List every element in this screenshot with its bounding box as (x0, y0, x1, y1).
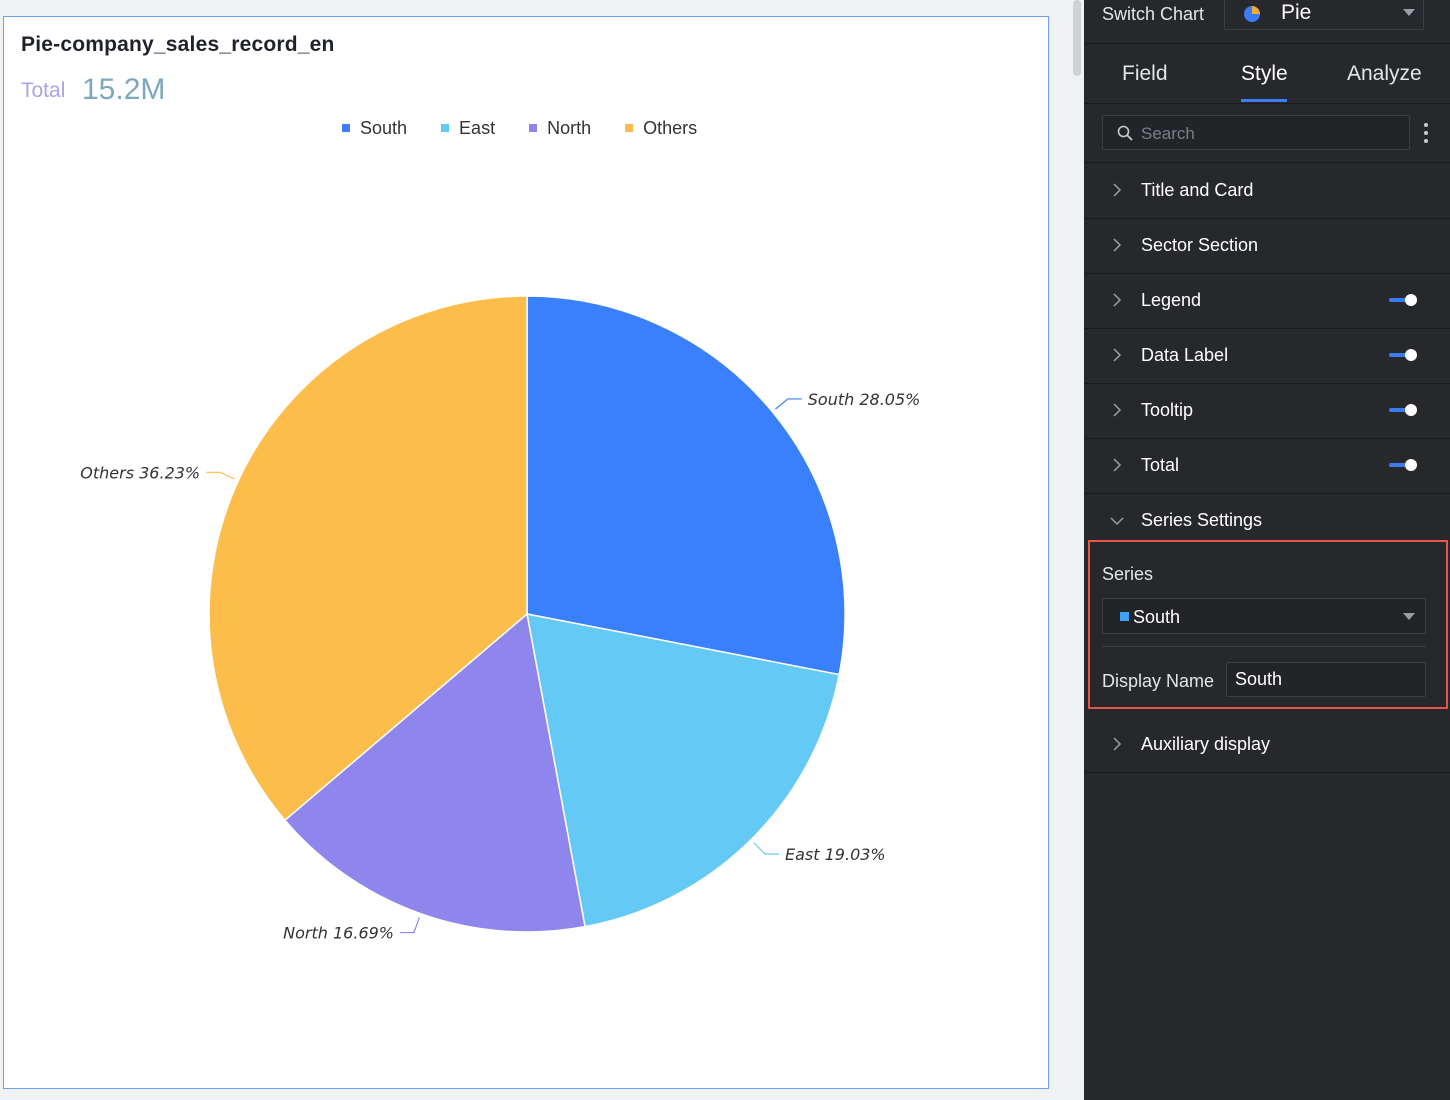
section-data-label[interactable]: Data Label (1084, 328, 1450, 384)
toggle-knob (1405, 459, 1417, 471)
canvas-scrollbar-thumb[interactable] (1073, 0, 1081, 76)
legend-item-south[interactable]: South (342, 117, 407, 139)
series-color-swatch (1120, 612, 1129, 621)
section-label: Tooltip (1141, 400, 1194, 420)
pie-chart: South 28.05% East 19.03% North 16.69% Other… (80, 295, 921, 943)
legend-label: East (459, 117, 496, 138)
style-panel: Switch Chart Pie Field Style Analyze Tit… (1084, 0, 1450, 1100)
label-leader-line (206, 471, 235, 480)
caret-down-icon (1403, 613, 1415, 620)
section-label: Data Label (1141, 345, 1229, 365)
series-settings-box: Series South Display Name (1088, 540, 1448, 709)
search-input[interactable] (1139, 120, 1393, 147)
chart-title: Pie-company_sales_record_en (21, 33, 335, 56)
panel-tabs: Field Style Analyze (1084, 44, 1450, 104)
toggle-track (1389, 353, 1415, 357)
section-label: Sector Section (1141, 235, 1259, 255)
chevron-right-icon (1113, 348, 1122, 362)
display-name-input[interactable] (1226, 662, 1426, 697)
divider (1084, 162, 1450, 163)
section-tooltip[interactable]: Tooltip (1084, 383, 1450, 439)
section-label: Title and Card (1141, 180, 1254, 200)
more-vertical-icon[interactable] (1422, 120, 1430, 146)
series-select-value: South (1133, 607, 1181, 627)
toggle-knob (1405, 349, 1417, 361)
tab-field[interactable]: Field (1122, 62, 1168, 85)
toggle-track (1389, 298, 1415, 302)
switch-chart-label: Switch Chart (1102, 4, 1205, 24)
toggle-track (1389, 408, 1415, 412)
total-toggle[interactable] (1389, 459, 1417, 471)
section-label: Auxiliary display (1141, 734, 1271, 754)
series-label: Series (1102, 564, 1154, 584)
total-value: 15.2M (82, 73, 166, 106)
toggle-track (1389, 463, 1415, 467)
total-label: Total (21, 79, 66, 102)
pie-slice-others[interactable] (208, 295, 528, 822)
tooltip-toggle[interactable] (1389, 404, 1417, 416)
label-leader-line (753, 842, 780, 855)
series-select[interactable]: South (1102, 598, 1426, 634)
chevron-right-icon (1113, 737, 1122, 751)
toggle-knob (1405, 404, 1417, 416)
legend-swatch (625, 124, 634, 132)
tab-style[interactable]: Style (1241, 62, 1288, 85)
legend-item-east[interactable]: East (441, 117, 495, 139)
chevron-right-icon (1113, 293, 1122, 307)
label-leader-line (775, 398, 802, 410)
caret-down-icon (1403, 9, 1415, 16)
search-icon (1117, 125, 1133, 141)
section-label: Total (1141, 455, 1180, 475)
search-box (1102, 115, 1410, 150)
divider (1102, 646, 1426, 647)
section-label: Legend (1141, 290, 1202, 310)
data-label-east: East 19.03% (785, 845, 886, 864)
legend-toggle[interactable] (1389, 294, 1417, 306)
section-auxiliary-display[interactable]: Auxiliary display (1084, 717, 1450, 773)
chart-type-select[interactable]: Pie (1224, 0, 1424, 30)
pie-chart-icon (1244, 6, 1260, 22)
legend-swatch (342, 124, 350, 132)
pie-slice-south[interactable] (526, 295, 846, 676)
legend-swatch (441, 124, 450, 132)
section-sector-section[interactable]: Sector Section (1084, 218, 1450, 274)
toggle-knob (1405, 294, 1417, 306)
chart-legend: South East North Others (342, 117, 731, 139)
data-label-toggle[interactable] (1389, 349, 1417, 361)
data-label-south: South 28.05% (808, 390, 921, 409)
active-tab-indicator (1241, 99, 1287, 102)
data-label-others: Others 36.23% (80, 463, 200, 482)
chevron-right-icon (1113, 458, 1122, 472)
chevron-down-icon (1110, 517, 1124, 526)
tab-analyze[interactable]: Analyze (1347, 62, 1422, 85)
legend-label: South (360, 117, 408, 138)
data-label-north: North 16.69% (283, 924, 394, 943)
legend-swatch (529, 124, 538, 132)
section-total[interactable]: Total (1084, 438, 1450, 494)
section-legend[interactable]: Legend (1084, 273, 1450, 329)
label-leader-line (400, 917, 420, 934)
chart-canvas: Pie-company_sales_record_en Total 15.2M … (3, 16, 1049, 1089)
section-series-settings[interactable]: Series Settings (1084, 493, 1450, 548)
legend-item-north[interactable]: North (529, 117, 591, 139)
chart-type-value: Pie (1281, 1, 1312, 24)
pie-slice-east[interactable] (526, 613, 841, 928)
legend-item-others[interactable]: Others (625, 117, 697, 139)
switch-chart-row: Switch Chart Pie (1084, 0, 1450, 44)
section-title-and-card[interactable]: Title and Card (1084, 163, 1450, 219)
chevron-right-icon (1113, 183, 1122, 197)
canvas-scrollbar[interactable] (1070, 0, 1084, 1100)
pie-slice-north[interactable] (283, 612, 586, 933)
legend-label: North (547, 117, 592, 138)
chevron-right-icon (1113, 238, 1122, 252)
section-label: Series Settings (1141, 510, 1263, 530)
display-name-label: Display Name (1102, 671, 1215, 691)
legend-label: Others (643, 117, 698, 138)
chevron-right-icon (1113, 403, 1122, 417)
